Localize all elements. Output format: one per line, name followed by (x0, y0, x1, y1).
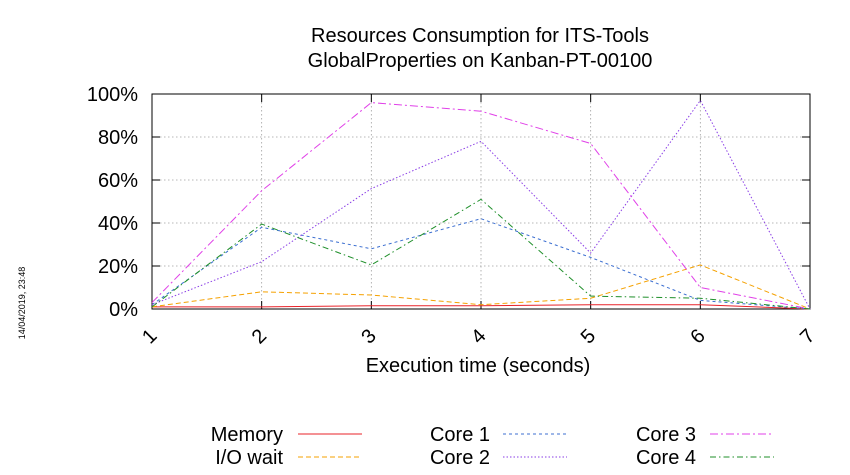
y-tick-label: 0% (109, 299, 138, 321)
series-line-i-o-wait (151, 264, 811, 310)
x-axis-label: Execution time (seconds) (366, 355, 591, 377)
y-tick-label: 40% (98, 213, 138, 235)
x-tick-label: 4 (467, 325, 490, 348)
series-line-core-1 (151, 218, 811, 310)
legend-label: Core 4 (636, 447, 696, 469)
y-tick-label: 80% (98, 127, 138, 149)
chart-title: Resources Consumption for ITS-Tools (311, 25, 649, 47)
y-tick-label: 100% (87, 84, 138, 106)
x-tick-label: 6 (686, 325, 709, 348)
legend-label: Core 3 (636, 424, 696, 446)
plot-frame (151, 93, 811, 310)
x-tick-labels: 1 2 3 4 5 6 7 (138, 325, 819, 348)
legend-label: I/O wait (215, 447, 283, 469)
legend-label: Core 2 (430, 447, 490, 469)
x-tick-label: 7 (796, 325, 819, 348)
series-line-core-3 (151, 102, 811, 310)
y-tick-label: 20% (98, 256, 138, 278)
chart-subtitle: GlobalProperties on Kanban-PT-00100 (308, 50, 653, 72)
series-line-memory (152, 304, 811, 310)
timestamp: 14/04/2019, 23:48 (17, 267, 27, 340)
series-line-core-2 (151, 99, 811, 310)
series-lines (151, 99, 811, 310)
y-tick-label: 60% (98, 170, 138, 192)
legend-label: Memory (211, 424, 283, 446)
x-tick-label: 3 (357, 325, 380, 348)
x-tick-label: 1 (138, 325, 161, 348)
x-tick-label: 2 (248, 325, 271, 348)
y-tick-labels: 0% 20% 40% 60% 80% 100% (87, 84, 138, 321)
axes (151, 93, 811, 310)
series-line-core-4 (151, 198, 811, 310)
grid-lines (152, 94, 810, 309)
x-tick-label: 5 (577, 325, 600, 348)
legend-label: Core 1 (430, 424, 490, 446)
